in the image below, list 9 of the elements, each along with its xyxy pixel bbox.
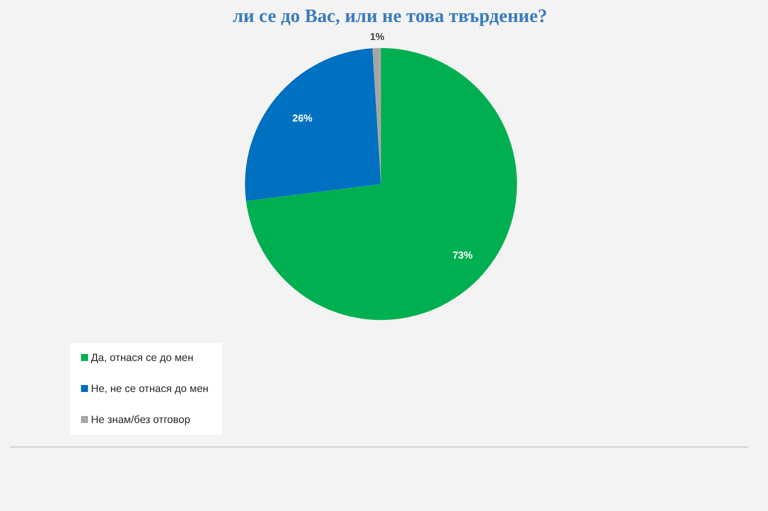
pie-slice [245, 48, 381, 202]
legend-label: Не знам/без отговор [91, 414, 190, 426]
data-label: 73% [452, 250, 473, 262]
data-label: 26% [292, 114, 313, 125]
legend-label: Да, отнася се до мен [91, 352, 194, 364]
data-label: 1% [370, 32, 385, 43]
legend-label: Не, не се отнася до мен [91, 382, 209, 395]
pie-slice [246, 48, 517, 320]
chart-title: ли се до Вас, или не това твърдение? [232, 6, 548, 27]
